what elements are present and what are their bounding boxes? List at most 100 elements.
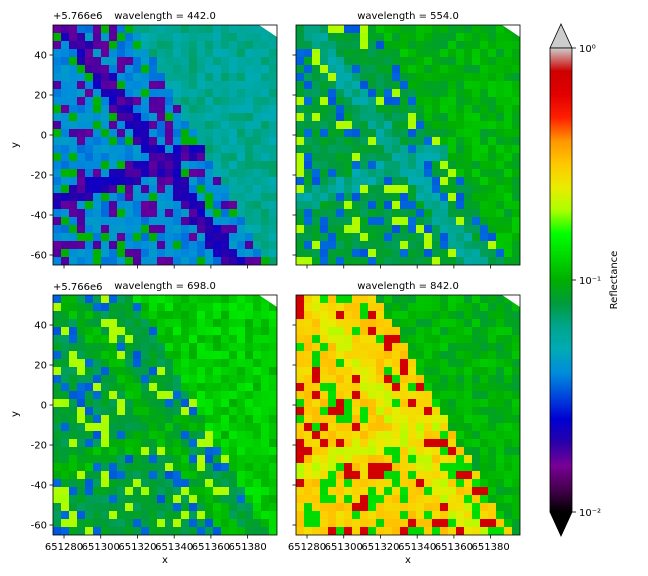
raster-cell xyxy=(464,41,472,49)
raster-cell xyxy=(328,295,336,303)
raster-cell xyxy=(189,359,197,367)
raster-cell xyxy=(237,257,245,265)
raster-cell xyxy=(149,343,157,351)
raster-cell xyxy=(296,487,304,495)
raster-cell xyxy=(496,519,504,527)
raster-cell xyxy=(53,257,61,265)
raster-cell xyxy=(181,383,189,391)
raster-cell xyxy=(133,185,141,193)
raster-cell xyxy=(312,359,320,367)
raster-cell xyxy=(360,209,368,217)
raster-cell xyxy=(488,343,496,351)
raster-cell xyxy=(149,479,157,487)
raster-cell xyxy=(432,391,440,399)
raster-cell xyxy=(173,169,181,177)
raster-cell xyxy=(440,33,448,41)
raster-cell xyxy=(408,121,416,129)
raster-cell xyxy=(197,241,205,249)
raster-cell xyxy=(376,447,384,455)
raster-cell xyxy=(336,185,344,193)
raster-cell xyxy=(141,129,149,137)
raster-cell xyxy=(85,217,93,225)
raster-cell xyxy=(320,121,328,129)
raster-cell xyxy=(376,495,384,503)
raster-cell xyxy=(229,73,237,81)
raster-cell xyxy=(472,447,480,455)
raster-cell xyxy=(141,367,149,375)
raster-cell xyxy=(480,201,488,209)
raster-cell xyxy=(328,327,336,335)
raster-cell xyxy=(408,367,416,375)
raster-cell xyxy=(320,89,328,97)
raster-cell xyxy=(141,391,149,399)
raster-cell xyxy=(416,89,424,97)
raster-cell xyxy=(197,511,205,519)
raster-cell xyxy=(125,65,133,73)
raster-cell xyxy=(157,295,165,303)
raster-cell xyxy=(448,153,456,161)
raster-cell xyxy=(336,407,344,415)
raster-cell xyxy=(344,439,352,447)
raster-cell xyxy=(496,233,504,241)
raster-cell xyxy=(488,81,496,89)
raster-cell xyxy=(189,49,197,57)
raster-cell xyxy=(125,97,133,105)
raster-cell xyxy=(320,73,328,81)
raster-cell xyxy=(296,343,304,351)
raster-cell xyxy=(61,303,69,311)
raster-cell xyxy=(464,407,472,415)
raster-cell xyxy=(432,439,440,447)
raster-cell xyxy=(360,351,368,359)
raster-cell xyxy=(312,105,320,113)
raster-cell xyxy=(61,319,69,327)
raster-cell xyxy=(440,113,448,121)
raster-cell xyxy=(245,375,253,383)
raster-cell xyxy=(400,487,408,495)
raster-cell xyxy=(181,447,189,455)
raster-cell xyxy=(213,351,221,359)
raster-cell xyxy=(245,25,253,33)
raster-cell xyxy=(101,177,109,185)
raster-cell xyxy=(141,359,149,367)
raster-cell xyxy=(384,137,392,145)
raster-cell xyxy=(368,177,376,185)
raster-cell xyxy=(424,487,432,495)
raster-cell xyxy=(253,89,261,97)
raster-cell xyxy=(376,479,384,487)
raster-cell xyxy=(480,407,488,415)
raster-cell xyxy=(261,145,269,153)
raster-cell xyxy=(197,383,205,391)
raster-cell xyxy=(320,471,328,479)
raster-cell xyxy=(464,209,472,217)
raster-cell xyxy=(93,471,101,479)
raster-cell xyxy=(61,383,69,391)
raster-cell xyxy=(440,193,448,201)
raster-cell xyxy=(312,527,320,535)
raster-cell xyxy=(221,375,229,383)
raster-cell xyxy=(77,479,85,487)
raster-cell xyxy=(69,33,77,41)
raster-cell xyxy=(504,153,512,161)
raster-cell xyxy=(352,25,360,33)
raster-cell xyxy=(392,367,400,375)
raster-cell xyxy=(392,137,400,145)
raster-cell xyxy=(253,495,261,503)
raster-cell xyxy=(448,97,456,105)
raster-cell xyxy=(400,225,408,233)
raster-cell xyxy=(245,295,253,303)
raster-cell xyxy=(416,57,424,65)
raster-cell xyxy=(512,423,520,431)
raster-cell xyxy=(320,97,328,105)
x-tick-label: 651380 xyxy=(472,542,510,553)
raster-cell xyxy=(360,471,368,479)
raster-cell xyxy=(261,367,269,375)
raster-cell xyxy=(368,225,376,233)
raster-cell xyxy=(496,343,504,351)
raster-cell xyxy=(101,121,109,129)
raster-cell xyxy=(296,129,304,137)
raster-cell xyxy=(424,177,432,185)
raster-cell xyxy=(504,145,512,153)
raster-cell xyxy=(384,177,392,185)
raster-cell xyxy=(117,319,125,327)
